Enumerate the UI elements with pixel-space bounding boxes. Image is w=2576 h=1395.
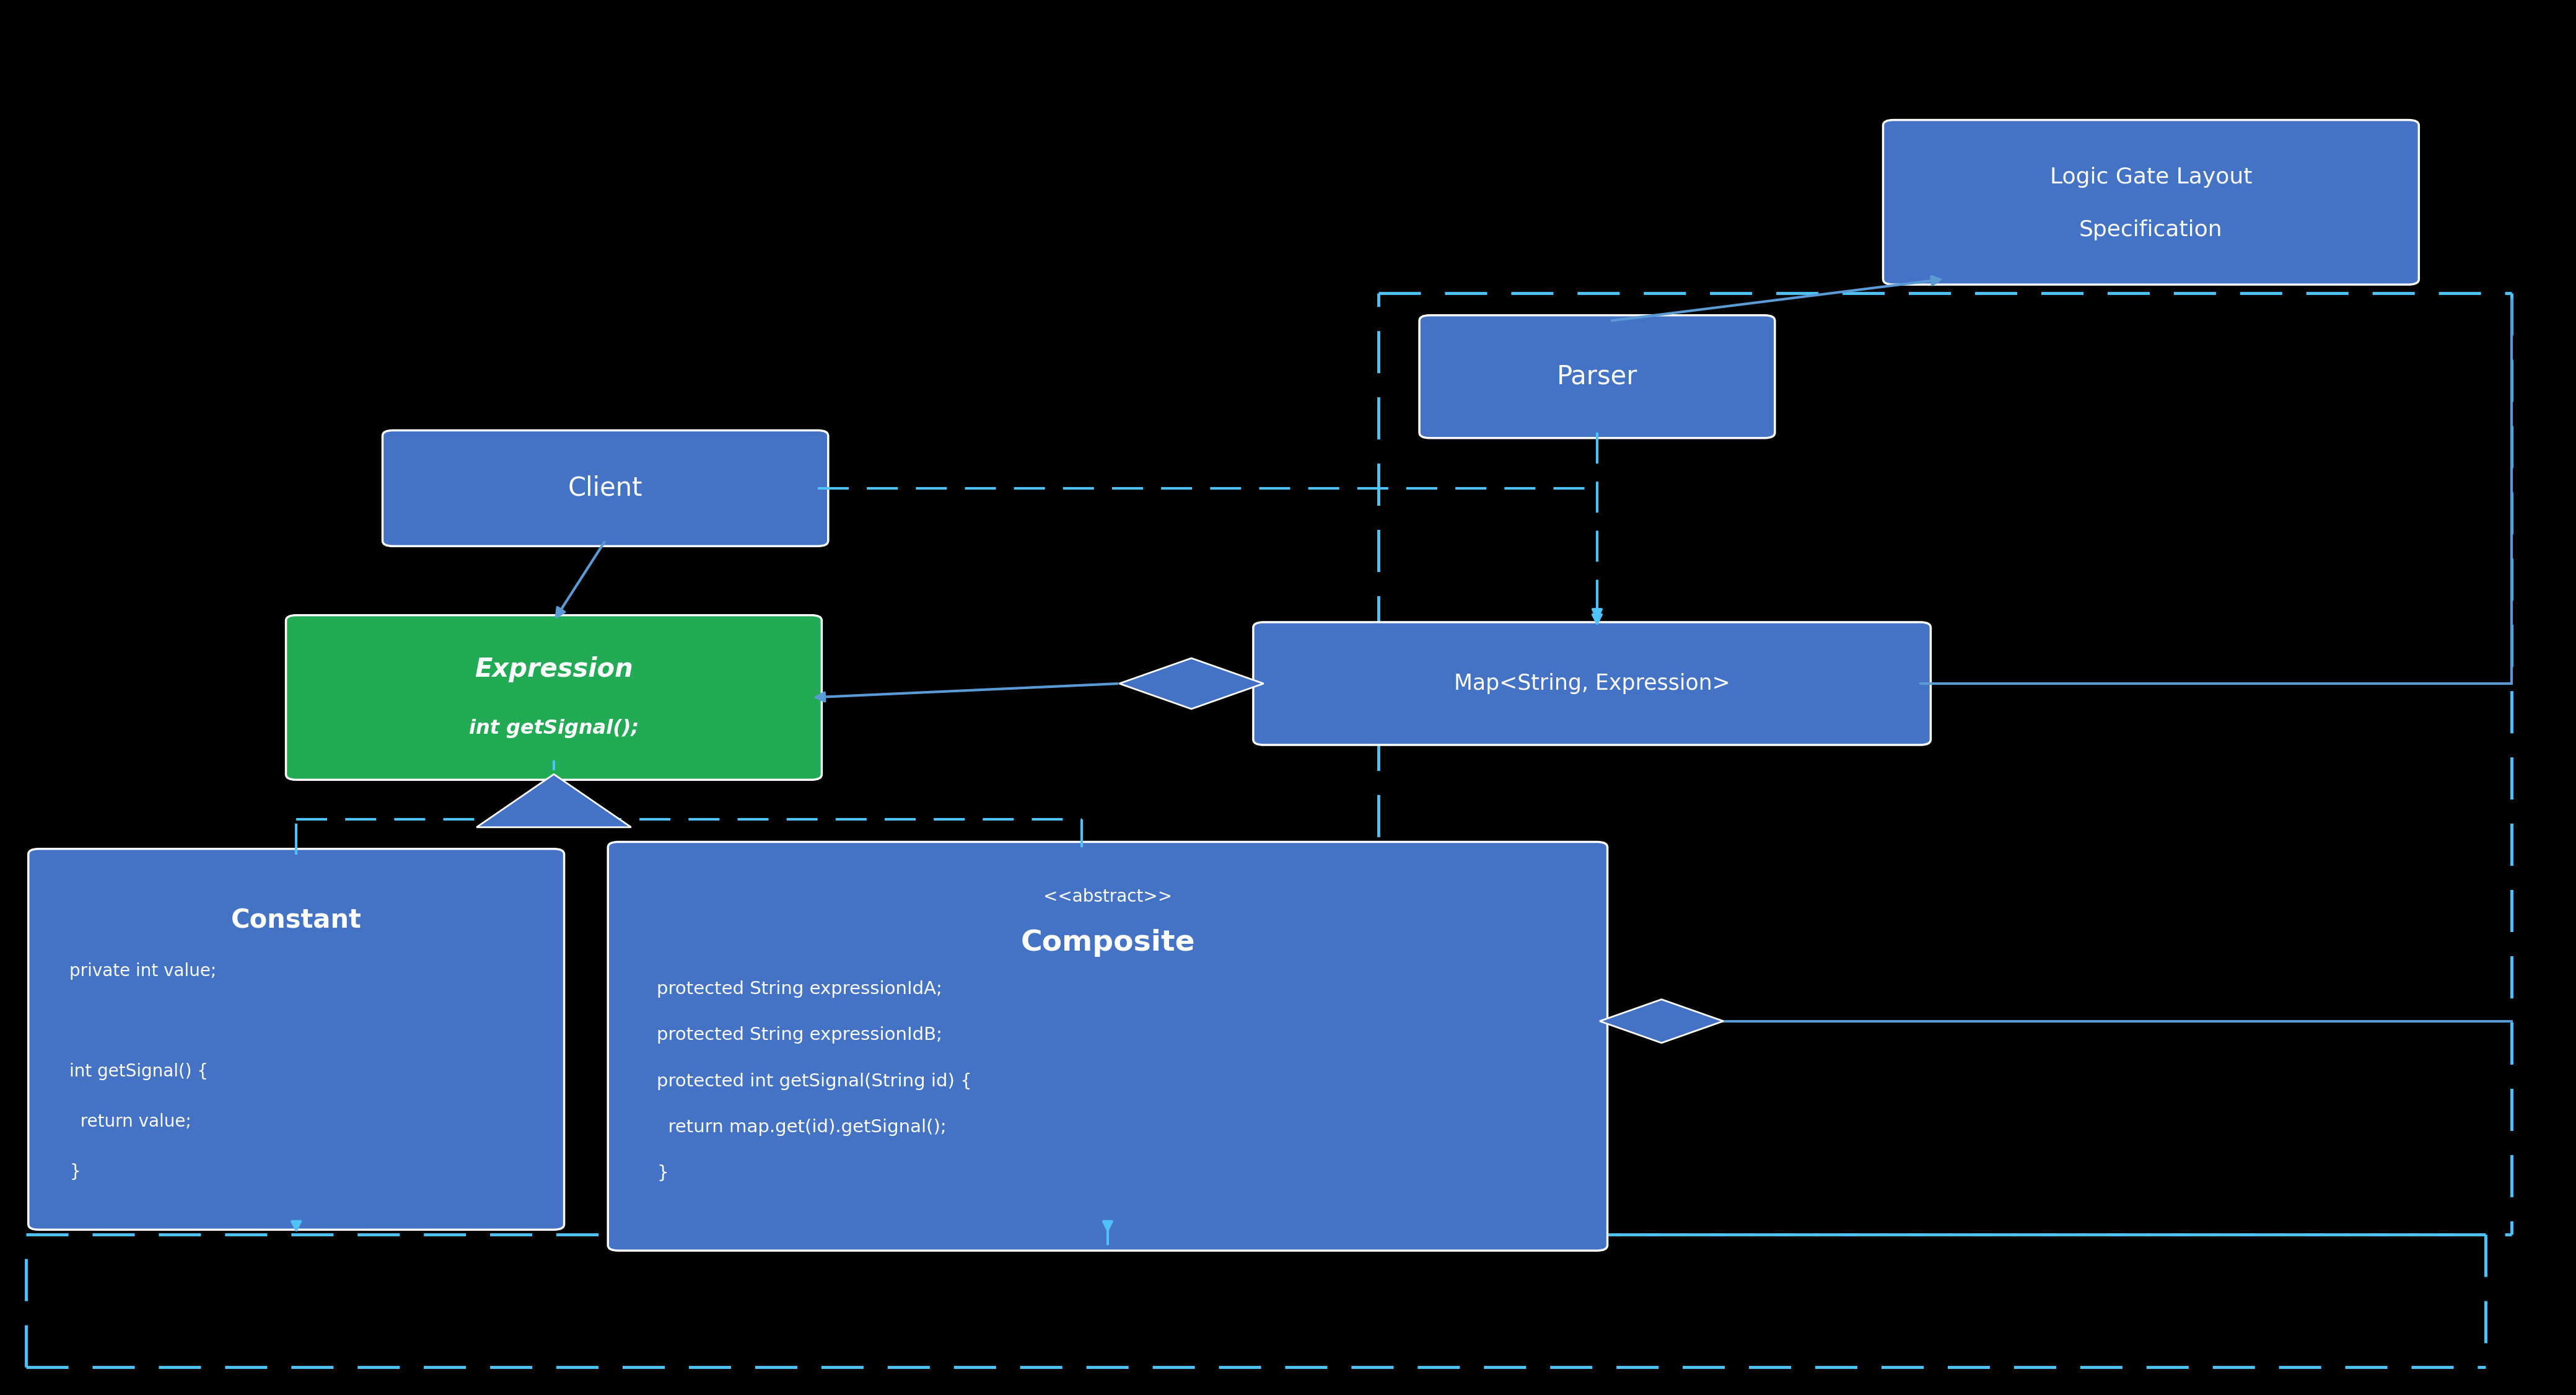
- Text: Parser: Parser: [1556, 364, 1638, 389]
- Text: Expression: Expression: [474, 657, 634, 682]
- FancyBboxPatch shape: [608, 843, 1607, 1250]
- Text: Constant: Constant: [232, 908, 361, 933]
- Text: Composite: Composite: [1020, 929, 1195, 957]
- Polygon shape: [1600, 999, 1723, 1043]
- FancyBboxPatch shape: [381, 431, 827, 545]
- Text: return value;: return value;: [70, 1113, 191, 1130]
- Text: }: }: [70, 1163, 80, 1180]
- FancyBboxPatch shape: [1419, 315, 1775, 438]
- Polygon shape: [1118, 658, 1262, 709]
- Text: Logic Gate Layout: Logic Gate Layout: [2050, 166, 2251, 188]
- Text: Specification: Specification: [2079, 219, 2223, 241]
- FancyBboxPatch shape: [286, 615, 822, 780]
- FancyBboxPatch shape: [1883, 120, 2419, 285]
- Polygon shape: [477, 774, 631, 827]
- Text: }: }: [657, 1165, 667, 1182]
- Text: private int value;: private int value;: [70, 963, 216, 979]
- Text: Client: Client: [569, 476, 641, 501]
- Text: Map<String, Expression>: Map<String, Expression>: [1453, 672, 1731, 695]
- Text: protected int getSignal(String id) {: protected int getSignal(String id) {: [657, 1073, 971, 1089]
- Text: <<abstract>>: <<abstract>>: [1043, 889, 1172, 905]
- Text: return map.get(id).getSignal();: return map.get(id).getSignal();: [657, 1119, 945, 1136]
- Text: protected String expressionIdB;: protected String expressionIdB;: [657, 1027, 943, 1043]
- Text: int getSignal();: int getSignal();: [469, 718, 639, 738]
- Text: protected String expressionIdA;: protected String expressionIdA;: [657, 981, 943, 997]
- Text: int getSignal() {: int getSignal() {: [70, 1063, 209, 1080]
- FancyBboxPatch shape: [1252, 622, 1929, 745]
- FancyBboxPatch shape: [28, 848, 564, 1230]
